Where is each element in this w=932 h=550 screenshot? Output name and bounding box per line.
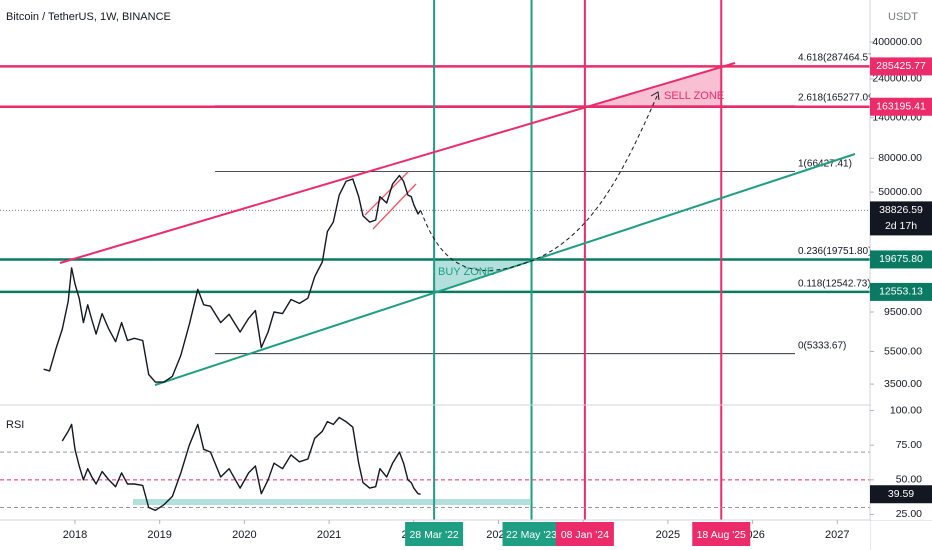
fib-label: 0.118(12542.73) bbox=[798, 279, 871, 290]
level-tag-label: 12553.13 bbox=[879, 286, 923, 298]
price-tag-label: 38826.59 bbox=[879, 204, 923, 216]
fib-label: 2.618(165277.09) bbox=[798, 92, 877, 103]
level-tag bbox=[870, 57, 932, 76]
date-tag bbox=[502, 522, 561, 546]
level-tag bbox=[870, 97, 932, 116]
fib-label: 0(5333.67) bbox=[798, 340, 846, 351]
x-tick-label: 2027 bbox=[825, 529, 849, 541]
series-line bbox=[43, 174, 422, 383]
x-tick-label: 2020 bbox=[232, 529, 256, 541]
series-line bbox=[61, 416, 421, 511]
y-tick-label: 100.00 bbox=[890, 404, 922, 416]
y-tick-label: 400000.00 bbox=[872, 36, 922, 48]
buy-zone-label: BUY ZONE bbox=[438, 266, 494, 278]
level-tag-label: 163195.41 bbox=[876, 101, 926, 113]
countdown: 2d 17h bbox=[885, 220, 917, 232]
price-tag bbox=[870, 201, 932, 236]
flag-line bbox=[364, 171, 409, 216]
flag-line bbox=[372, 183, 417, 230]
date-tag-label: 28 Mar '22 bbox=[409, 529, 458, 541]
date-tag bbox=[555, 522, 614, 546]
buy-zone bbox=[434, 259, 532, 292]
sell-zone-label: SELL ZONE bbox=[664, 90, 724, 102]
y-tick-label: 50000.00 bbox=[878, 186, 922, 198]
currency-label: USDT bbox=[888, 11, 918, 23]
projection-curve bbox=[420, 93, 659, 271]
level-tag bbox=[870, 250, 932, 269]
date-tag bbox=[405, 522, 464, 546]
x-tick-label: 2021 bbox=[317, 529, 341, 541]
y-tick-label: 80000.00 bbox=[878, 152, 922, 164]
projection-arrow bbox=[650, 91, 660, 101]
rsi-tag-label: 39.59 bbox=[888, 488, 914, 500]
level-tag-label: 19675.80 bbox=[879, 253, 923, 265]
date-tag-label: 18 Aug '25 bbox=[697, 529, 746, 541]
channel-bottom bbox=[154, 153, 856, 386]
rsi-tag bbox=[870, 485, 932, 504]
chart-title: Bitcoin / TetherUS, 1W, BINANCE bbox=[6, 11, 171, 23]
axes: 400000.00240000.00140000.0080000.0050000… bbox=[0, 28, 932, 550]
date-tag bbox=[692, 522, 751, 546]
fib-label: 4.618(287464.57) bbox=[798, 53, 877, 64]
overlay bbox=[43, 174, 422, 511]
fib-label: 0.236(19751.80) bbox=[798, 246, 871, 257]
y-tick-label: 9500.00 bbox=[884, 306, 922, 318]
rsi-title: RSI bbox=[6, 419, 24, 431]
date-tag-label: 22 May '23 bbox=[506, 529, 557, 541]
level-tag bbox=[870, 282, 932, 301]
y-tick-label: 50.00 bbox=[896, 474, 922, 486]
level-tag-label: 285425.77 bbox=[876, 60, 926, 72]
y-tick-label: 25.00 bbox=[896, 508, 922, 520]
rsi-highlight bbox=[133, 499, 530, 505]
x-tick-label: 2018 bbox=[63, 529, 87, 541]
x-tick-label: 2025 bbox=[656, 529, 680, 541]
y-tick-label: 5500.00 bbox=[884, 345, 922, 357]
x-tick-label: 2019 bbox=[147, 529, 171, 541]
date-tag-label: 08 Jan '24 bbox=[561, 529, 609, 541]
channel-top bbox=[59, 62, 736, 264]
y-tick-label: 75.00 bbox=[896, 439, 922, 451]
y-tick-label: 3500.00 bbox=[884, 378, 922, 390]
y-tick-label: 240000.00 bbox=[872, 73, 922, 85]
